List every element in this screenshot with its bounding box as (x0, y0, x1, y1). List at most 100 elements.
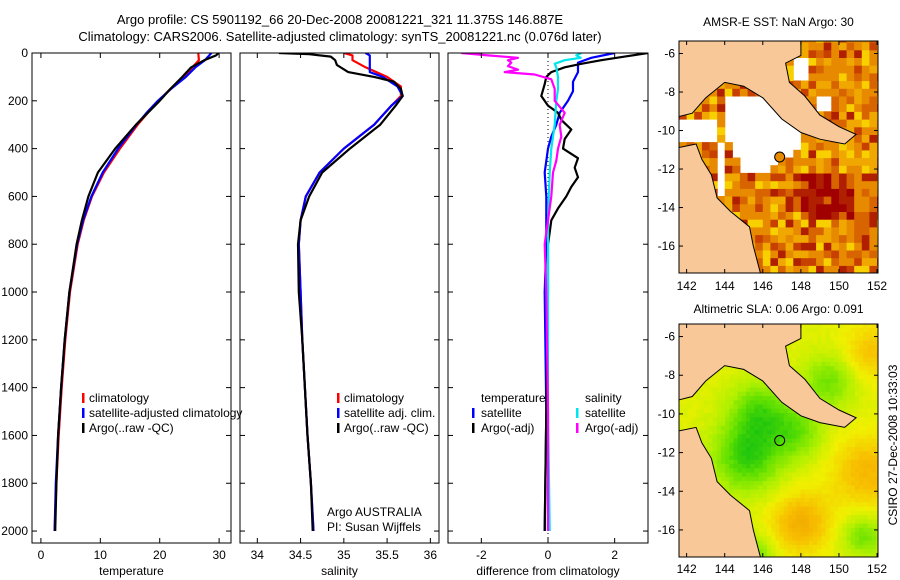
map-cell (779, 425, 785, 430)
map-cell (808, 552, 814, 557)
map-cell (750, 497, 755, 503)
map-cell (785, 65, 794, 74)
map-cell (804, 324, 810, 328)
map-cell (875, 429, 878, 435)
map-cell (834, 344, 839, 350)
map-cell (800, 480, 806, 486)
map-cell (758, 506, 764, 511)
series-line-salinity-argo-adj- (461, 53, 566, 531)
map-cell (867, 327, 873, 333)
map-cell (733, 442, 739, 447)
map-cell (861, 119, 870, 128)
map-cell (821, 391, 827, 396)
map-cell (817, 425, 823, 430)
map-cell (875, 497, 878, 503)
map-cell (683, 425, 688, 430)
map-cell (808, 361, 814, 367)
map-cell (861, 142, 870, 151)
map-cell (867, 369, 873, 375)
map-cell (779, 420, 785, 426)
map-cell (867, 454, 873, 460)
map-cell (846, 488, 852, 494)
x-tick-label: 30 (212, 548, 226, 562)
map-cell (869, 72, 878, 82)
map-cell (804, 518, 810, 524)
map-cell (855, 361, 860, 367)
map-cell (796, 484, 802, 490)
map-cell (804, 544, 810, 550)
map-cell (701, 103, 711, 112)
map-cell (850, 331, 856, 337)
map-cell (754, 471, 760, 477)
map-cell (838, 548, 843, 554)
map-cell (804, 476, 810, 482)
map-cell (709, 157, 718, 166)
map-cell (804, 467, 810, 473)
map-cell (804, 540, 810, 545)
map-cell (792, 497, 797, 503)
map-cell (838, 501, 843, 507)
map-cell (747, 211, 756, 220)
map-cell (813, 506, 818, 511)
map-cell (800, 149, 810, 159)
map-cell (699, 386, 705, 392)
map-cell (800, 165, 810, 174)
map-cell (834, 531, 839, 537)
map-cell (859, 514, 864, 520)
map-cell (839, 111, 848, 120)
map-cell (813, 544, 818, 550)
map-cell (850, 446, 856, 452)
map-cell (796, 523, 802, 528)
map-cell (733, 446, 739, 452)
map-cell (834, 429, 839, 435)
map-cell (829, 506, 835, 511)
map-cell (875, 510, 878, 516)
map-cell (687, 412, 693, 418)
map-cell (821, 340, 827, 345)
map-cell (754, 442, 760, 447)
map-cell (838, 433, 843, 439)
map-cell (846, 203, 855, 212)
map-cell (863, 340, 869, 345)
map-cell (804, 548, 810, 554)
map-cell (787, 467, 793, 473)
map-cell (762, 480, 768, 486)
map-cell (767, 408, 772, 413)
map-cell (861, 42, 870, 51)
map-cell (746, 497, 751, 503)
map-cell (859, 510, 864, 516)
map-cell (793, 265, 802, 273)
map-cell (871, 408, 877, 413)
map-cell (709, 165, 718, 174)
map-cell (762, 420, 768, 426)
map-cell (754, 488, 760, 494)
map-cell (775, 437, 781, 443)
map-cell (838, 446, 843, 452)
map-cell (855, 514, 860, 520)
map-cell (800, 335, 806, 341)
map-cell (867, 544, 873, 550)
map-cell (733, 429, 739, 435)
map-cell (793, 172, 802, 182)
map-cell (817, 518, 823, 524)
map-cell (854, 41, 863, 43)
map-cell (871, 429, 877, 435)
map-cell (825, 480, 831, 486)
map-cell (867, 552, 873, 557)
map-cell (821, 514, 827, 520)
map-cell (816, 219, 825, 228)
map-cell (850, 467, 856, 473)
map-cell (737, 433, 743, 439)
map-cell (817, 476, 823, 482)
map-cell (838, 527, 843, 533)
map-cell (823, 226, 832, 236)
map-cell (850, 395, 856, 401)
map-cell (762, 188, 771, 197)
map-cell (863, 403, 869, 409)
map-cell (779, 476, 785, 482)
map-cell (792, 518, 797, 524)
map-cell (716, 454, 722, 460)
map-cell (817, 454, 823, 460)
map-cell (754, 450, 760, 456)
map-cell (732, 203, 741, 212)
